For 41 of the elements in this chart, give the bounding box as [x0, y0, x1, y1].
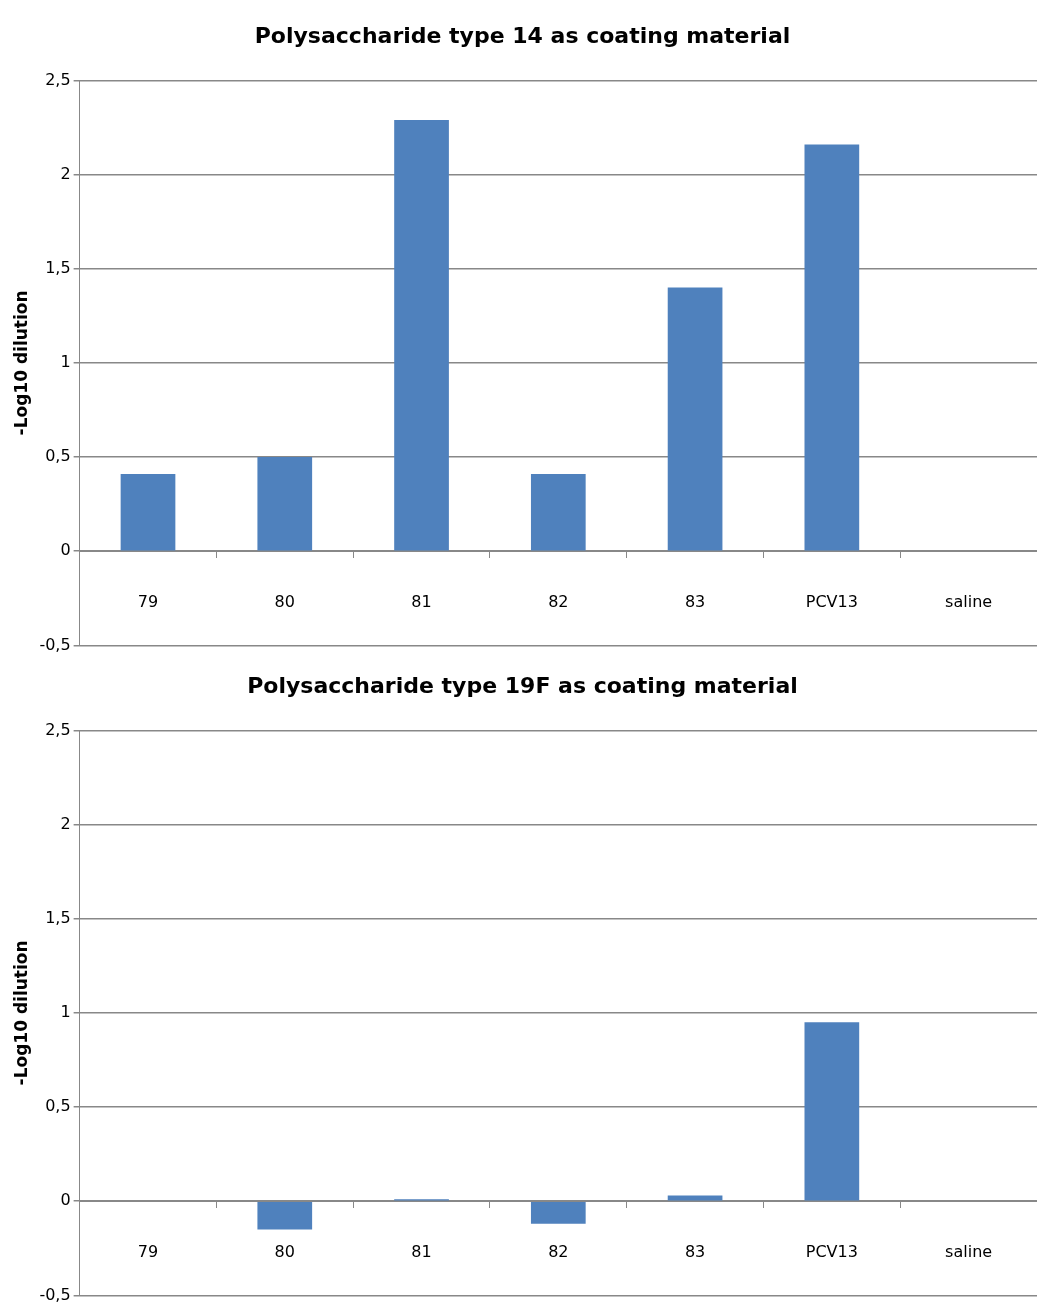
bar — [804, 1022, 860, 1201]
y-tick-label: 0,5 — [45, 1096, 71, 1116]
y-tick-label: -0,5 — [39, 634, 71, 654]
bar — [530, 1201, 586, 1224]
x-tick-label: 82 — [548, 1241, 569, 1261]
x-tick-label: 79 — [137, 1241, 159, 1261]
bar — [120, 474, 176, 551]
x-tick-label: 79 — [137, 591, 159, 611]
bar — [257, 457, 313, 551]
bar — [394, 119, 449, 551]
y-tick-label: 2 — [60, 163, 71, 183]
bar — [667, 287, 723, 551]
y-tick-label: 2,5 — [45, 69, 71, 89]
y-axis-title: -Log10 dilution — [10, 940, 31, 1086]
x-tick-label: 80 — [274, 1241, 295, 1261]
x-tick-label: 81 — [411, 1241, 432, 1261]
x-tick-label: 81 — [411, 591, 432, 611]
x-tick-label: 80 — [274, 591, 295, 611]
y-tick-label: 1 — [60, 1002, 71, 1022]
chart-title: Polysaccharide type 19F as coating material — [247, 672, 798, 698]
x-tick-label: 83 — [684, 591, 706, 611]
y-tick-label: 0 — [60, 1190, 71, 1210]
y-tick-label: 0,5 — [45, 446, 71, 466]
y-tick-label: 1,5 — [45, 257, 71, 277]
y-tick-label: 2,5 — [45, 719, 71, 739]
x-tick-label: saline — [945, 1241, 993, 1261]
bar — [530, 474, 586, 551]
x-tick-label: saline — [945, 591, 993, 611]
x-tick-label: 83 — [684, 1241, 706, 1261]
x-tick-label: PCV13 — [805, 1241, 858, 1261]
y-tick-label: 1 — [60, 352, 71, 372]
y-tick-label: -0,5 — [39, 1284, 71, 1304]
y-axis-title: -Log10 dilution — [10, 290, 31, 436]
bar — [804, 144, 860, 551]
y-tick-label: 0 — [60, 540, 71, 560]
chart-title: Polysaccharide type 14 as coating material — [254, 22, 791, 48]
x-tick-label: 82 — [548, 591, 569, 611]
x-tick-label: PCV13 — [805, 591, 858, 611]
y-tick-label: 1,5 — [45, 907, 71, 927]
bar — [257, 1201, 313, 1230]
y-tick-label: 2 — [60, 813, 71, 833]
